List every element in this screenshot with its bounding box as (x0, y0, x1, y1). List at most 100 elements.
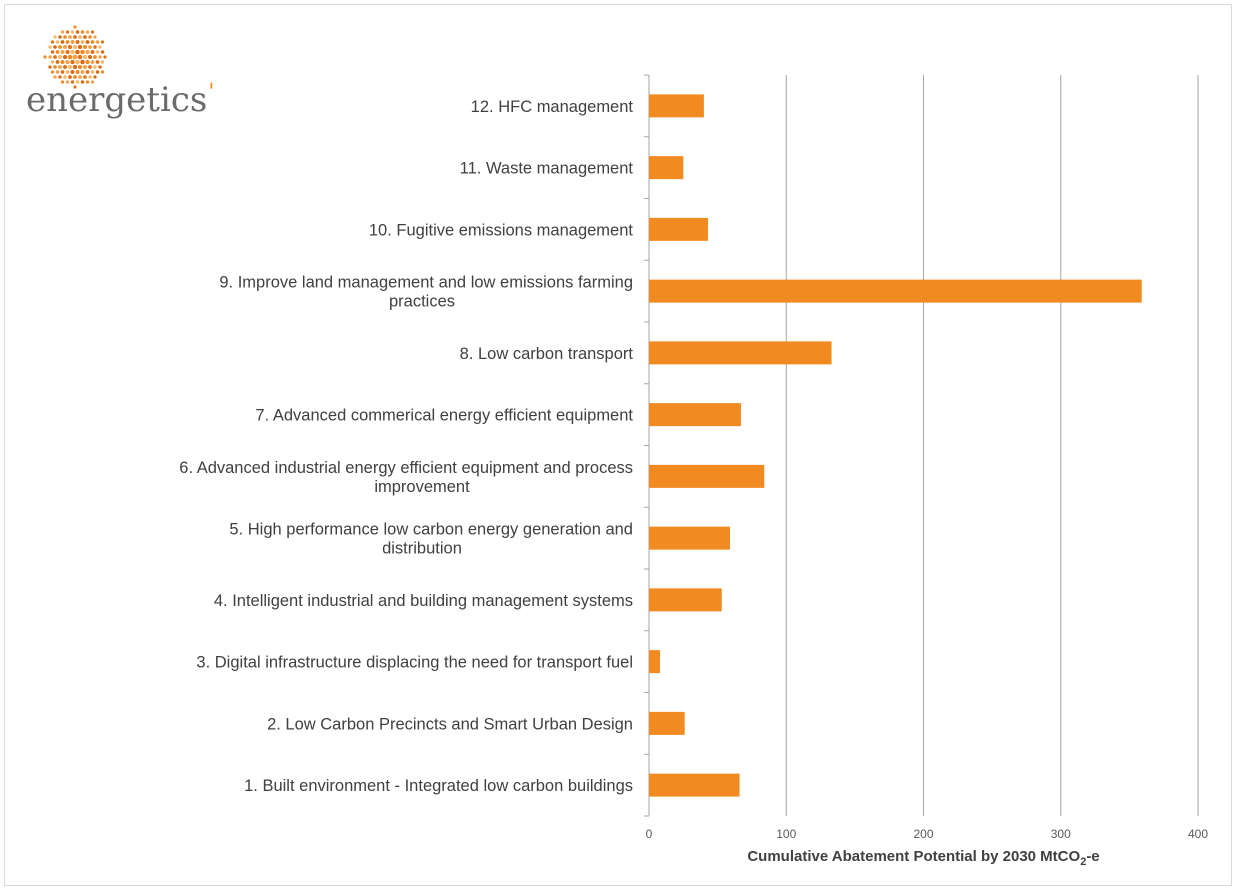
logo-dot (60, 80, 65, 84)
logo-dot (93, 55, 97, 59)
x-tick-label: 0 (646, 827, 653, 841)
logo-dot (72, 44, 78, 50)
logo-dot (50, 50, 55, 54)
logo-dot (77, 64, 83, 70)
logo-dot (78, 75, 82, 79)
bar (649, 156, 684, 180)
logo-dot (58, 65, 62, 69)
category-label: 6. Advanced industrial energy efficient … (179, 459, 633, 496)
dotted-sphere-logo-icon (43, 25, 107, 89)
logo-dot (60, 40, 65, 44)
logo-dot (88, 55, 92, 59)
logo-dot (60, 70, 65, 74)
category-label: 2. Low Carbon Precincts and Smart Urban … (267, 715, 633, 733)
logo-dot (58, 35, 62, 39)
logo-dot (63, 75, 67, 79)
logo-dot (70, 49, 75, 55)
bar (649, 526, 730, 550)
logo-dot (68, 35, 72, 39)
logo-dot (85, 40, 90, 44)
logo-dot (73, 85, 77, 89)
x-axis-title: Cumulative Abatement Potential by 2030 M… (747, 848, 1099, 868)
logo-dot (55, 50, 60, 54)
logo-dot (48, 55, 52, 59)
logo-dot (72, 64, 78, 70)
category-label: 3. Digital infrastructure displacing the… (196, 654, 633, 672)
bar (649, 711, 685, 735)
logo-dot (88, 35, 92, 39)
logo-dot (53, 35, 57, 39)
bar (649, 773, 740, 797)
logo-dot (95, 60, 100, 64)
logo-dot (53, 75, 57, 79)
logo-dot (65, 30, 70, 34)
logo-dot (63, 35, 67, 39)
logo-dot (73, 25, 77, 29)
logo-dot (75, 49, 80, 55)
logo-dot (90, 40, 95, 44)
logo-dot (93, 65, 97, 69)
logo-dot (85, 70, 90, 74)
logo-dot (100, 40, 105, 44)
logo-dot (80, 59, 85, 65)
category-label: 10. Fugitive emissions management (369, 221, 634, 239)
x-tick-label: 400 (1188, 827, 1208, 841)
logo-dot (75, 59, 80, 65)
logo-dot (90, 50, 95, 54)
logo-dot (53, 65, 57, 69)
logo-dot (58, 55, 62, 59)
logo-dot (67, 44, 73, 50)
x-tick-label: 100 (776, 827, 796, 841)
logo-dot (73, 35, 77, 39)
logo-dot (80, 70, 85, 74)
logo-dot (75, 40, 80, 44)
logo-dot (65, 59, 70, 65)
logo-dot (78, 35, 82, 39)
category-label: 12. HFC management (471, 98, 634, 116)
logo-dot (100, 50, 105, 54)
chart-frame (4, 4, 1232, 886)
logo-dot (50, 60, 55, 64)
logo-dot (85, 30, 90, 34)
category-label: 5. High performance low carbon energy ge… (229, 521, 633, 558)
logo-dot (62, 64, 68, 70)
logo-dot (83, 35, 87, 39)
logo-dot (93, 35, 97, 39)
logo-dot (70, 59, 75, 65)
logo-dot (67, 54, 73, 60)
bar (649, 341, 832, 365)
logo-dot (80, 40, 85, 44)
logo-text: energetics (26, 80, 208, 120)
logo-dot (55, 60, 60, 64)
category-label: 7. Advanced commerical energy efficient … (255, 407, 633, 425)
logo-dot (48, 45, 52, 49)
category-label: 9. Improve land management and low emiss… (219, 274, 633, 311)
logo-dot (70, 40, 75, 44)
logo-dot (85, 49, 90, 55)
logo-dot (65, 40, 70, 44)
logo-dot (85, 59, 90, 65)
logo-dot (95, 50, 100, 54)
logo-dot (103, 55, 107, 59)
logo-dot (90, 70, 95, 74)
logo-dot (50, 70, 55, 74)
logo-dot (67, 64, 73, 70)
logo-dot (90, 30, 95, 34)
logo-wordmark: energetics' (26, 80, 214, 120)
logo-dot (58, 45, 62, 49)
logo-dot (55, 40, 60, 44)
bar (649, 403, 741, 427)
logo-dot (48, 65, 52, 69)
category-label: 1. Built environment - Integrated low ca… (244, 777, 633, 795)
logo-dot (100, 60, 105, 64)
logo-dot (88, 65, 92, 69)
logo-dot (43, 55, 47, 59)
logo-dot (77, 54, 83, 60)
logo-dot (73, 75, 77, 79)
logo-dot (70, 70, 75, 74)
logo-dot (65, 49, 70, 55)
category-label: 8. Low carbon transport (460, 345, 634, 363)
logo-dot (90, 60, 95, 64)
logo-dot (75, 70, 80, 74)
logo-dot (65, 80, 70, 84)
